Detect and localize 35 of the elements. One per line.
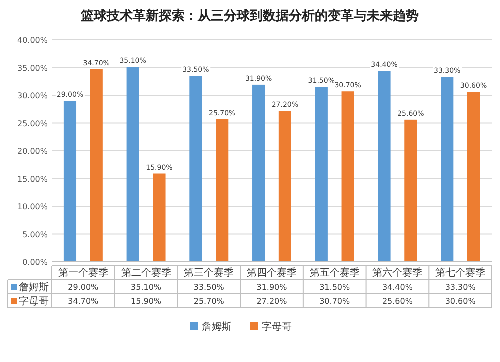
ytick: 10.00% xyxy=(17,202,48,212)
xtick: 第四个赛季 xyxy=(247,268,297,279)
data-label: 35.10% xyxy=(131,283,162,292)
data-label: 30.60% xyxy=(445,297,476,306)
ytick: 20.00% xyxy=(17,147,48,156)
xtick: 第三个赛季 xyxy=(184,268,234,279)
xtick: 第五个赛季 xyxy=(310,268,360,279)
xtick: 第六个赛季 xyxy=(372,268,423,279)
legend-item: 字母哥 xyxy=(250,322,292,333)
data-label: 31.50% xyxy=(320,283,350,292)
ytick: 30.00% xyxy=(17,92,48,100)
ytick: 25.00% xyxy=(17,119,48,128)
data-label: 33.30% xyxy=(445,283,476,292)
legend-item: 詹姆斯 xyxy=(190,322,232,333)
legend-label: 字母哥 xyxy=(19,296,49,308)
ytick: 40.00% xyxy=(17,36,48,45)
ytick: 0.00% xyxy=(22,258,48,267)
data-label: 30.70% xyxy=(320,297,350,306)
data-label: 31.90% xyxy=(256,283,288,292)
data-label: 29.00% xyxy=(68,283,100,292)
xtick: 第七个赛季 xyxy=(436,268,486,279)
ytick: 15.00% xyxy=(17,174,48,184)
ytick: 5.00% xyxy=(22,230,48,240)
data-label: 34.70% xyxy=(68,297,100,306)
data-label: 25.60% xyxy=(382,297,414,306)
legend-label: 詹姆斯 xyxy=(19,282,49,294)
data-label: 34.40% xyxy=(382,283,414,292)
data-label: 33.50% xyxy=(194,283,225,292)
data-label: 25.70% xyxy=(194,297,225,306)
xtick: 第一个赛季 xyxy=(58,268,108,279)
xtick: 第二个赛季 xyxy=(121,268,172,279)
ytick: 35.00% xyxy=(17,64,48,73)
data-label: 15.90% xyxy=(131,297,162,306)
data-label: 27.20% xyxy=(256,297,288,306)
title: 篮球技术革新探索：从三分球到数据分析的变革与未来趋势 xyxy=(81,9,419,24)
